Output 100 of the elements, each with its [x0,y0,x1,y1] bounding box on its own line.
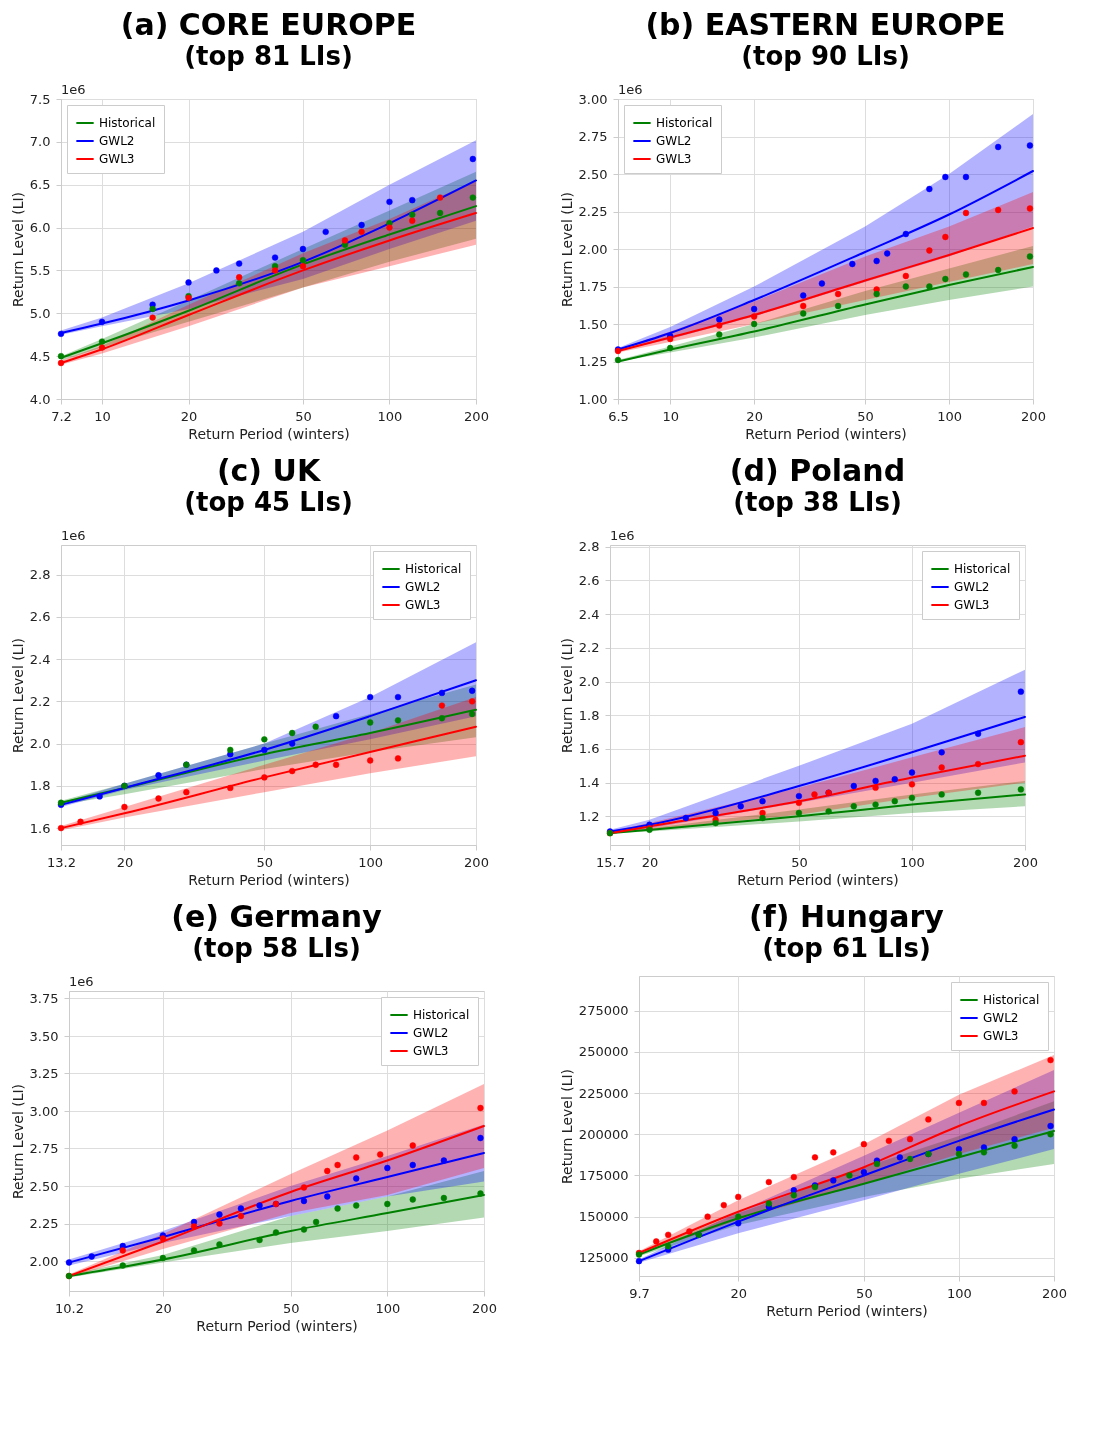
x-tick-label: 20 [641,854,659,870]
x-tick-label: 50 [256,854,274,870]
y-tick-label: 250000 [578,1044,629,1060]
x-tick-label: 10 [662,408,679,424]
y-tick-label: 2.50 [29,1178,59,1194]
y-tick-label: 3.00 [29,1103,59,1119]
y-tick-label: 4.0 [29,391,51,407]
y-tick-label: 4.5 [29,348,51,364]
y-tick-label: 200000 [578,1126,629,1142]
text: 1e6 [61,82,86,97]
chart-title: (d) Poland [729,453,906,488]
x-tick-label: 20 [116,854,134,870]
legend-label: GWL2 [954,580,990,594]
x-tick-label: 20 [155,1300,172,1316]
y-tick-label: 2.00 [578,241,608,257]
legend-label: GWL2 [99,134,135,148]
y-tick-label: 3.25 [29,1066,59,1081]
legend-label: Historical [983,993,1040,1007]
x-tick-label: 100 [377,408,403,424]
y-tick-label: 2.00 [29,1253,59,1269]
x-tick-label: 13.2 [47,854,76,870]
y-tick-label: 2.0 [578,674,600,690]
chart-subtitle: (top 45 LIs) [184,487,353,517]
chart-title: (c) UK [216,453,322,488]
y-tick-label: 2.6 [29,609,51,625]
y-tick-label: 2.8 [29,567,51,583]
y-tick-label: 1.6 [578,741,600,757]
x-axis-title: Return Period (winters) [737,871,899,888]
x-axis-title: Return Period (winters) [745,425,907,442]
chart-title: (f) Hungary [749,899,945,934]
chart-subtitle: (top 58 LIs) [192,933,361,963]
legend-label: Historical [99,116,156,130]
y-tick-label: 6.5 [29,177,51,193]
y-tick-label: 2.4 [578,606,600,622]
x-axis-title: Return Period (winters) [196,1317,358,1334]
legend-label: GWL2 [413,1026,449,1040]
x-tick-label: 200 [1042,1285,1067,1301]
y-tick-label: 1.25 [578,354,608,369]
y-tick-label: 2.8 [578,539,600,555]
text: 1e6 [610,528,635,543]
y-tick-label: 125000 [578,1250,629,1266]
x-tick-label: 200 [472,1300,497,1316]
x-tick-label: 20 [180,408,198,424]
y-tick-label: 1.2 [578,808,600,824]
text: 1e6 [69,974,94,989]
x-tick-label: 20 [730,1285,748,1301]
legend-label: GWL2 [656,134,692,148]
legend-label: GWL3 [656,152,692,166]
legend-label: GWL3 [983,1029,1019,1043]
y-tick-label: 6.0 [29,220,51,236]
legend-label: GWL3 [413,1044,449,1058]
x-tick-label: 100 [375,1300,401,1316]
x-axis-title: Return Period (winters) [188,425,350,442]
legend-label: GWL2 [405,580,441,594]
x-tick-label: 50 [791,854,808,870]
x-tick-label: 200 [464,854,489,870]
x-tick-label: 50 [856,1285,873,1301]
y-tick-label: 1.4 [578,775,600,791]
x-tick-label: 100 [937,408,962,424]
y-tick-label: 2.6 [578,572,600,588]
x-tick-label: 7.2 [51,408,72,424]
y-tick-label: 2.25 [578,204,608,219]
x-tick-label: 20 [746,408,763,424]
x-axis-title: Return Period (winters) [188,871,350,888]
y-axis-title: Return Level (LI) [558,191,575,308]
x-tick-label: 200 [1013,854,1038,870]
y-tick-label: 2.0 [29,736,51,752]
y-axis-title: Return Level (LI) [9,637,26,754]
y-tick-label: 1.00 [578,391,608,407]
legend-label: Historical [954,562,1011,576]
y-axis-title: Return Level (LI) [9,191,26,308]
y-tick-label: 7.0 [29,134,51,150]
y-tick-label: 1.50 [578,316,608,332]
y-tick-label: 2.25 [29,1216,59,1231]
legend-label: GWL3 [99,152,135,166]
y-tick-label: 1.8 [29,778,51,794]
x-tick-label: 50 [282,1300,300,1316]
y-tick-label: 3.00 [578,91,608,107]
y-tick-label: 150000 [578,1209,629,1225]
y-tick-label: 2.50 [578,166,608,182]
chart-subtitle: (top 90 LIs) [741,41,910,71]
y-tick-label: 1.75 [578,279,608,294]
chart-subtitle: (top 61 LIs) [762,933,931,963]
x-tick-label: 100 [947,1285,972,1301]
x-tick-label: 10 [94,408,111,424]
y-tick-label: 175000 [578,1167,629,1183]
y-axis-title: Return Level (LI) [558,637,575,754]
x-tick-label: 15.7 [596,854,625,870]
y-tick-label: 2.75 [578,129,608,144]
chart-subtitle: (top 38 LIs) [733,487,902,517]
y-tick-label: 5.0 [29,305,51,321]
chart-title: (b) EASTERN EUROPE [645,7,1006,42]
text: 1e6 [61,528,86,543]
y-tick-label: 3.50 [29,1028,59,1044]
x-tick-label: 9.7 [629,1285,650,1301]
x-tick-label: 200 [1021,408,1046,424]
legend-label: GWL3 [405,598,441,612]
y-tick-label: 5.5 [29,262,51,278]
y-tick-label: 2.75 [29,1141,59,1156]
y-axis-title: Return Level (LI) [558,1068,575,1185]
